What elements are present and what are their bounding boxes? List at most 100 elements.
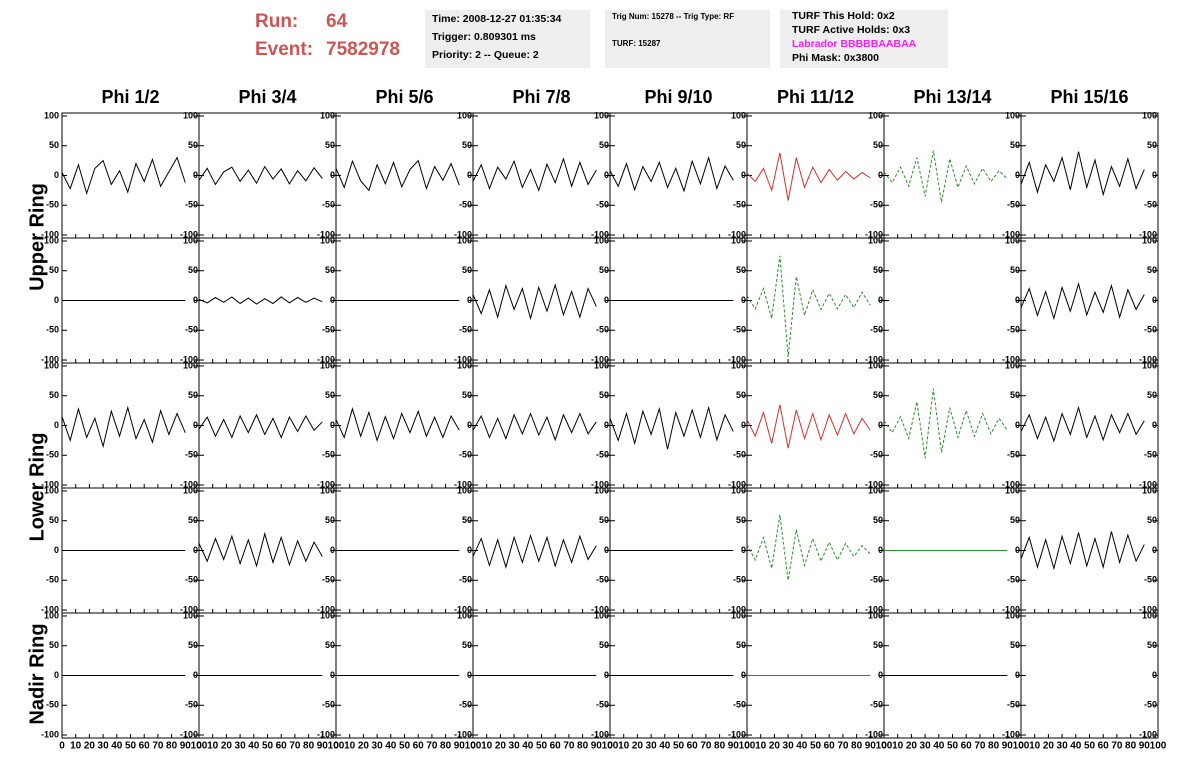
y-tick-label: -100 xyxy=(41,229,59,239)
x-tick-label: 10 xyxy=(344,741,356,752)
panel-frame xyxy=(746,362,885,489)
waveform xyxy=(472,412,597,442)
y-tick-label: 0 xyxy=(604,170,609,180)
column-title: Phi 3/4 xyxy=(238,87,296,107)
y-tick-label: -100 xyxy=(454,604,472,614)
y-tick-label: -50 xyxy=(596,450,609,460)
x-tick-label: 80 xyxy=(577,741,589,752)
y-tick-label: -50 xyxy=(1144,700,1157,710)
y-tick-label: 100 xyxy=(183,360,198,370)
y-tick-label: -100 xyxy=(591,229,609,239)
y-tick-label: -50 xyxy=(1144,325,1157,335)
info-turf: TURF: 15287 xyxy=(612,39,661,48)
x-tick-label: 90 xyxy=(728,741,740,752)
panel-frame xyxy=(746,112,885,239)
y-tick-label: 0 xyxy=(1152,670,1157,680)
y-tick-label: 100 xyxy=(1005,110,1020,120)
y-tick-label: 100 xyxy=(731,360,746,370)
x-tick-label: 100 xyxy=(328,741,345,752)
y-tick-label: 50 xyxy=(599,265,609,275)
y-tick-label: 100 xyxy=(44,110,59,120)
waveform xyxy=(609,155,734,193)
y-tick-label: 100 xyxy=(183,485,198,495)
y-tick-label: 0 xyxy=(54,295,59,305)
panel-frame xyxy=(746,487,885,614)
y-tick-label: 50 xyxy=(873,390,883,400)
y-tick-label: -100 xyxy=(865,604,883,614)
x-tick-label: 100 xyxy=(191,741,208,752)
x-tick-label: 30 xyxy=(372,741,384,752)
x-tick-label: 0 xyxy=(59,741,65,752)
panel-frame xyxy=(335,112,474,239)
column-title: Phi 15/16 xyxy=(1050,87,1128,107)
y-tick-label: 100 xyxy=(1142,610,1157,620)
x-tick-label: 0 xyxy=(607,741,613,752)
x-tick-label: 0 xyxy=(470,741,476,752)
y-tick-label: 0 xyxy=(1015,420,1020,430)
y-tick-label: 50 xyxy=(736,265,746,275)
x-tick-label: 100 xyxy=(876,741,893,752)
x-tick-label: 100 xyxy=(739,741,756,752)
x-tick-label: 30 xyxy=(509,741,521,752)
x-tick-label: 50 xyxy=(1084,741,1096,752)
y-tick-label: -100 xyxy=(317,479,335,489)
waveform xyxy=(472,283,597,321)
y-tick-label: -50 xyxy=(322,325,335,335)
x-tick-label: 50 xyxy=(262,741,274,752)
y-tick-label: -100 xyxy=(180,729,198,739)
x-tick-label: 80 xyxy=(303,741,315,752)
x-tick-label: 80 xyxy=(714,741,726,752)
y-tick-label: 50 xyxy=(188,390,198,400)
y-tick-label: -50 xyxy=(459,200,472,210)
y-tick-label: 0 xyxy=(467,545,472,555)
y-tick-label: -100 xyxy=(180,229,198,239)
y-tick-label: 0 xyxy=(54,170,59,180)
y-tick-label: -50 xyxy=(46,575,59,585)
y-tick-label: -100 xyxy=(41,479,59,489)
panel-frame xyxy=(61,362,200,489)
y-tick-label: 50 xyxy=(1147,265,1157,275)
panel-frame xyxy=(472,112,611,239)
y-tick-label: 100 xyxy=(594,610,609,620)
y-tick-label: 0 xyxy=(1152,545,1157,555)
y-tick-label: 100 xyxy=(731,610,746,620)
y-tick-label: 50 xyxy=(1010,515,1020,525)
waveform xyxy=(1020,405,1145,443)
y-tick-label: 50 xyxy=(873,265,883,275)
info-labrador: Labrador BBBBBAABAA xyxy=(792,38,917,50)
y-tick-label: 0 xyxy=(878,545,883,555)
y-tick-label: -50 xyxy=(870,700,883,710)
y-tick-label: 0 xyxy=(193,670,198,680)
panel-frame xyxy=(472,237,611,364)
y-tick-label: 50 xyxy=(1147,515,1157,525)
y-tick-label: 50 xyxy=(736,640,746,650)
waveform xyxy=(746,514,871,581)
y-tick-label: -100 xyxy=(454,354,472,364)
y-tick-label: -50 xyxy=(185,700,198,710)
y-tick-label: 0 xyxy=(1015,170,1020,180)
waveform xyxy=(335,159,460,192)
info-hold: TURF This Hold: 0x2 xyxy=(792,10,895,22)
y-tick-label: 100 xyxy=(1005,610,1020,620)
waveform xyxy=(61,405,186,449)
run-value: 64 xyxy=(326,11,348,32)
y-tick-label: 0 xyxy=(467,170,472,180)
y-tick-label: 50 xyxy=(1010,390,1020,400)
y-tick-label: 50 xyxy=(599,515,609,525)
y-tick-label: 0 xyxy=(604,670,609,680)
y-tick-label: 0 xyxy=(330,295,335,305)
y-tick-label: 100 xyxy=(731,485,746,495)
x-tick-label: 70 xyxy=(426,741,438,752)
y-tick-label: 0 xyxy=(193,170,198,180)
y-tick-label: -50 xyxy=(46,325,59,335)
y-tick-label: 0 xyxy=(193,545,198,555)
y-tick-label: -50 xyxy=(1007,450,1020,460)
panel-frame xyxy=(1020,612,1159,739)
y-tick-label: 0 xyxy=(330,170,335,180)
y-tick-label: 50 xyxy=(325,265,335,275)
y-tick-label: 50 xyxy=(188,640,198,650)
y-tick-label: 0 xyxy=(878,295,883,305)
x-tick-label: 20 xyxy=(358,741,370,752)
y-tick-label: 50 xyxy=(325,515,335,525)
x-tick-label: 80 xyxy=(988,741,1000,752)
